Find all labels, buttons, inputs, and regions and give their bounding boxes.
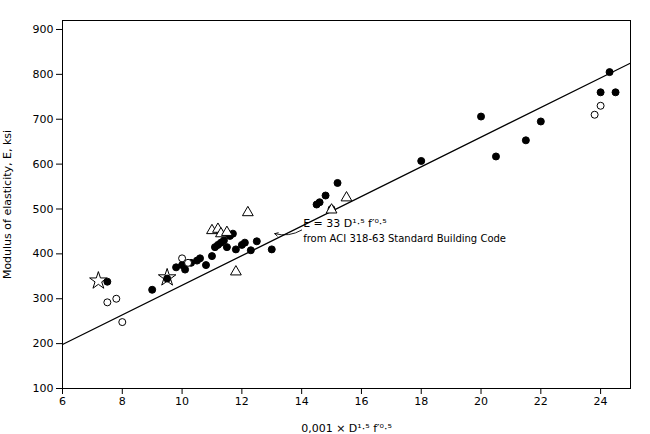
svg-text:200: 200	[33, 337, 54, 350]
svg-text:from ACI 318-63 Standard Build: from ACI 318-63 Standard Building Code	[303, 233, 506, 244]
svg-text:0,001 × D¹·⁵ f′⁰·⁵: 0,001 × D¹·⁵ f′⁰·⁵	[301, 422, 392, 434]
svg-text:400: 400	[33, 247, 54, 260]
svg-text:700: 700	[33, 113, 54, 126]
svg-text:12: 12	[235, 395, 249, 408]
svg-text:10: 10	[175, 395, 189, 408]
svg-text:6: 6	[59, 395, 66, 408]
svg-text:500: 500	[33, 203, 54, 216]
svg-text:16: 16	[354, 395, 368, 408]
svg-text:8: 8	[119, 395, 126, 408]
svg-text:100: 100	[33, 382, 54, 395]
svg-text:18: 18	[414, 395, 428, 408]
svg-text:900: 900	[33, 23, 54, 36]
svg-text:600: 600	[33, 158, 54, 171]
svg-text:20: 20	[474, 395, 488, 408]
svg-text:Modulus of elasticity, E, ksi: Modulus of elasticity, E, ksi	[1, 130, 14, 279]
svg-text:800: 800	[33, 68, 54, 81]
svg-text:24: 24	[594, 395, 608, 408]
svg-text:22: 22	[534, 395, 548, 408]
svg-text:14: 14	[295, 395, 309, 408]
svg-text:300: 300	[33, 292, 54, 305]
svg-text:E = 33 D¹·⁵ f′⁰·⁵: E = 33 D¹·⁵ f′⁰·⁵	[303, 217, 387, 230]
